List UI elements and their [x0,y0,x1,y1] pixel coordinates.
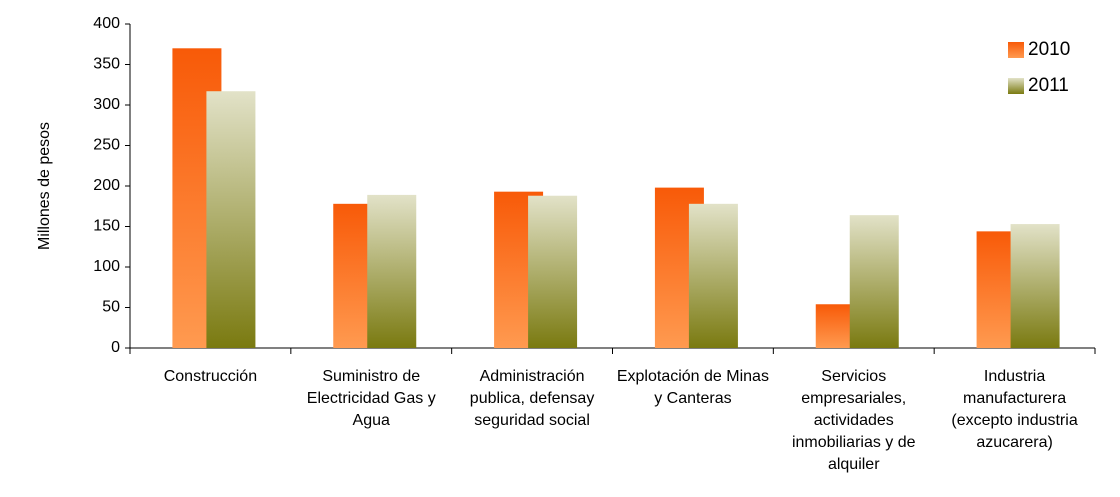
y-tick-label: 200 [93,177,120,194]
bar [367,194,417,348]
y-tick-label: 300 [93,96,120,113]
y-tick-label: 100 [93,258,120,275]
legend-label: 2011 [1028,75,1069,96]
legend-label: 2010 [1028,39,1070,60]
y-tick-label: 250 [93,137,120,154]
x-tick-label: Servicios empresariales, actividades inm… [791,368,916,473]
bar [528,195,578,348]
x-tick-label: Construcción [163,368,258,385]
legend-swatch [1008,78,1024,94]
x-tick-label-box: Servicios empresariales, actividades inm… [791,368,916,473]
y-tick-label: 0 [111,339,120,356]
y-axis-label: Millones de pesos [36,122,53,250]
x-tick-label: Explotación de Minas y Canteras [616,368,769,407]
bar [688,203,738,348]
x-tick-label-box: Industria manufacturera (excepto industr… [951,368,1078,451]
x-tick-label-box: Explotación de Minas y Canteras [616,368,769,407]
bar [206,91,256,348]
bar [849,215,899,348]
y-tick-label: 350 [93,56,120,73]
x-tick-label: Industria manufacturera (excepto industr… [951,368,1078,451]
x-tick-label: Administración publica, defensay segurid… [469,368,595,429]
x-tick-label-box: Suministro de Electricidad Gas y Agua [306,368,436,429]
y-tick-label: 400 [93,15,120,32]
x-tick-label-box: Administración publica, defensay segurid… [469,368,595,429]
legend-swatch [1008,42,1024,58]
bar [1010,224,1060,348]
x-tick-label-box: Construcción [163,368,258,385]
y-tick-label: 150 [93,218,120,235]
y-tick-label: 50 [102,299,120,316]
x-tick-label: Suministro de Electricidad Gas y Agua [306,368,436,429]
